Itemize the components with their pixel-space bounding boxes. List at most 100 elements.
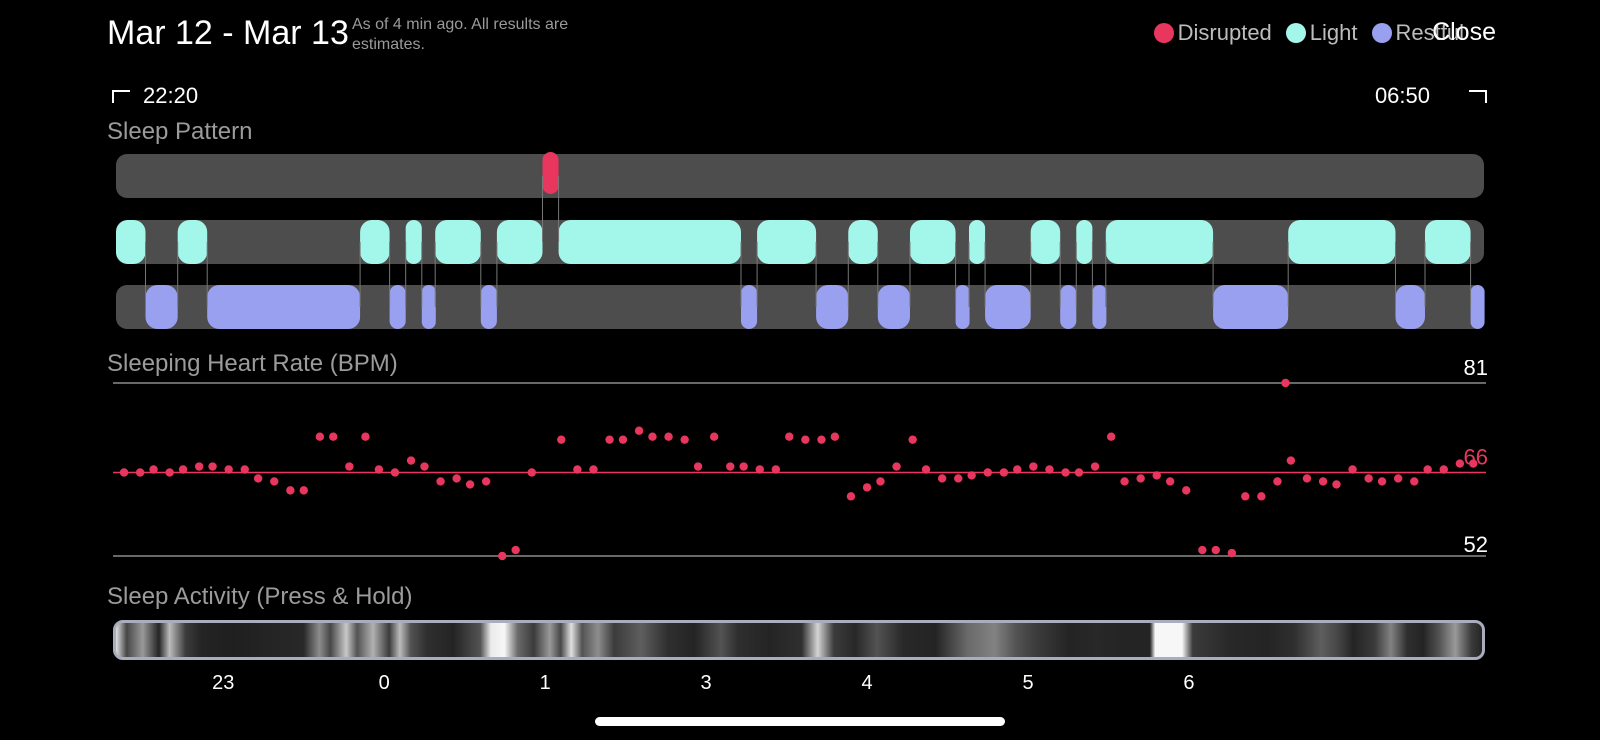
hr-point	[208, 462, 217, 471]
hr-point	[618, 435, 628, 444]
hr-point	[511, 545, 520, 555]
hr-point	[817, 435, 826, 444]
hr-point	[390, 468, 400, 477]
hr-point	[1227, 548, 1237, 558]
segment-restful	[389, 285, 406, 329]
hr-point	[830, 432, 840, 441]
hr-point	[253, 474, 263, 483]
segment-restful	[877, 285, 910, 329]
hr-point	[465, 480, 475, 489]
hr-point	[648, 432, 657, 441]
hr-point	[452, 474, 461, 483]
transition-lines	[145, 176, 1472, 307]
hr-point	[1364, 474, 1373, 483]
segment-light	[968, 220, 986, 264]
sleep-activity-heatmap[interactable]	[113, 620, 1485, 660]
legend-dot-icon	[1153, 23, 1174, 43]
hr-point	[937, 474, 947, 483]
segment-restful	[1092, 285, 1107, 329]
hr-point	[406, 456, 416, 465]
hr-point	[270, 477, 279, 486]
segment-restful	[1060, 285, 1077, 329]
hr-point	[573, 465, 582, 474]
hr-point	[1211, 545, 1220, 555]
legend-dot-icon	[1285, 23, 1306, 43]
hr-point	[876, 477, 885, 486]
hr-point	[1286, 456, 1296, 465]
hr-point	[801, 435, 810, 444]
end-time-label: 06:50	[1374, 83, 1430, 108]
hr-point	[862, 483, 872, 492]
hr-point	[149, 465, 158, 474]
hr-point	[785, 432, 794, 441]
segment-light	[177, 220, 208, 264]
hr-point	[1455, 459, 1465, 468]
bracket-end-icon	[1469, 90, 1487, 103]
legend: Disrupted Light Restful	[1153, 20, 1464, 46]
hr-point	[165, 468, 174, 477]
hr-point	[436, 477, 445, 486]
hr-point	[1318, 477, 1328, 486]
hr-point	[680, 435, 689, 444]
hr-point	[361, 432, 370, 441]
segment-light	[116, 220, 146, 264]
hr-point	[1241, 492, 1250, 501]
segment-light	[1288, 220, 1396, 264]
hr-point	[1281, 378, 1290, 388]
segment-light	[496, 220, 543, 264]
close-button[interactable]: Close	[1432, 18, 1496, 46]
hr-min-label: 52	[1464, 532, 1488, 557]
heart-rate-title: Sleeping Heart Rate (BPM)	[107, 350, 398, 377]
hr-point	[329, 432, 338, 441]
segment-light	[757, 220, 817, 264]
legend-label: Light	[1309, 20, 1358, 45]
hr-point	[693, 462, 703, 471]
hr-point	[1090, 462, 1100, 471]
hr-point	[1423, 465, 1432, 474]
hr-point	[315, 432, 325, 441]
hr-point	[1074, 468, 1084, 477]
hr-point	[119, 468, 129, 477]
track-restful	[116, 285, 1484, 329]
hr-point	[846, 492, 856, 501]
hr-point	[908, 435, 917, 444]
hr-point	[999, 468, 1009, 477]
segment-restful	[421, 285, 436, 329]
hr-point	[954, 474, 963, 483]
segment-restful	[480, 285, 497, 329]
bracket-start-icon	[112, 90, 130, 103]
hr-point	[634, 426, 644, 435]
hr-point	[1061, 468, 1070, 477]
hr-point	[1257, 492, 1266, 501]
hr-point	[1165, 477, 1175, 486]
segment-restful	[740, 285, 758, 329]
segment-light	[360, 220, 390, 264]
segment-light	[909, 220, 956, 264]
hr-point	[224, 465, 233, 474]
hr-point	[498, 551, 507, 561]
hr-point	[420, 462, 429, 471]
hr-point	[709, 432, 719, 441]
hr-point	[1273, 477, 1282, 486]
segment-restful	[1395, 285, 1425, 329]
hr-point	[1136, 474, 1145, 483]
segment-restful	[985, 285, 1031, 329]
hr-point	[527, 468, 536, 477]
hr-point	[755, 465, 764, 474]
hr-point	[589, 465, 598, 474]
sleep-pattern-chart[interactable]	[0, 150, 1600, 335]
segment-light	[1030, 220, 1061, 264]
segment-restful	[955, 285, 970, 329]
hr-point	[1439, 465, 1448, 474]
date-range-title: Mar 12 - Mar 13	[107, 14, 349, 52]
track-disrupted	[116, 154, 1484, 198]
hr-point	[481, 477, 491, 486]
hour-tick-label: 23	[212, 672, 235, 694]
hr-point	[605, 435, 614, 444]
segment-light	[405, 220, 422, 264]
hr-point	[374, 465, 384, 474]
hr-point	[1348, 465, 1357, 474]
legend-label: Restful	[1395, 20, 1464, 45]
home-indicator[interactable]	[595, 717, 1005, 726]
hr-point	[1198, 545, 1207, 555]
